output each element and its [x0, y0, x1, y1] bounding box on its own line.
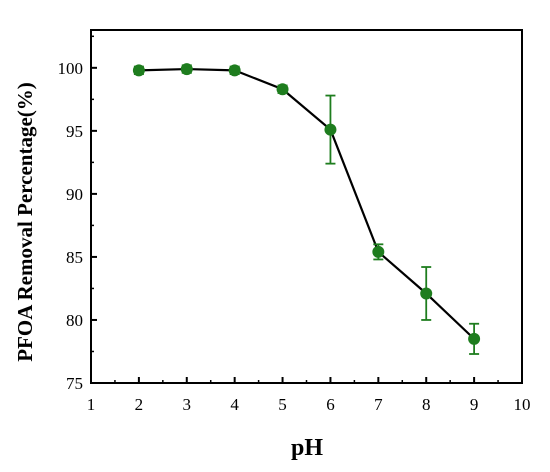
data-point — [132, 64, 145, 77]
x-axis-label: pH — [291, 435, 323, 461]
data-point — [276, 83, 289, 96]
data-point — [324, 123, 337, 136]
x-tick-label: 6 — [326, 395, 335, 414]
plot-area — [90, 29, 523, 384]
x-tick-label: 10 — [514, 395, 531, 414]
data-point — [420, 287, 433, 300]
y-axis-ticks: 75 80 85 90 95 100 — [58, 35, 97, 393]
y-tick-label: 100 — [58, 59, 84, 78]
x-tick-label: 7 — [374, 395, 383, 414]
x-tick-label: 1 — [87, 395, 96, 414]
x-tick-label: 9 — [470, 395, 479, 414]
x-axis-ticks: 1 2 3 4 5 6 7 8 9 10 — [87, 377, 531, 414]
data-point — [228, 64, 241, 77]
x-tick-label: 4 — [230, 395, 239, 414]
y-tick-label: 75 — [66, 374, 83, 393]
y-tick-label: 80 — [66, 311, 83, 330]
x-tick-label: 5 — [278, 395, 287, 414]
y-tick-label: 90 — [66, 185, 83, 204]
data-point — [180, 63, 193, 76]
x-tick-label: 3 — [183, 395, 192, 414]
series-line — [138, 67, 475, 340]
y-tick-label: 95 — [66, 122, 83, 141]
y-tick-label: 85 — [66, 248, 83, 267]
plot-frame — [90, 29, 523, 384]
series-group — [132, 63, 481, 355]
x-tick-label: 2 — [135, 395, 144, 414]
x-tick-label: 8 — [422, 395, 431, 414]
data-point — [372, 245, 385, 258]
y-axis-label: PFOA Removal Percentage(%) — [13, 82, 37, 362]
data-point — [468, 332, 481, 345]
